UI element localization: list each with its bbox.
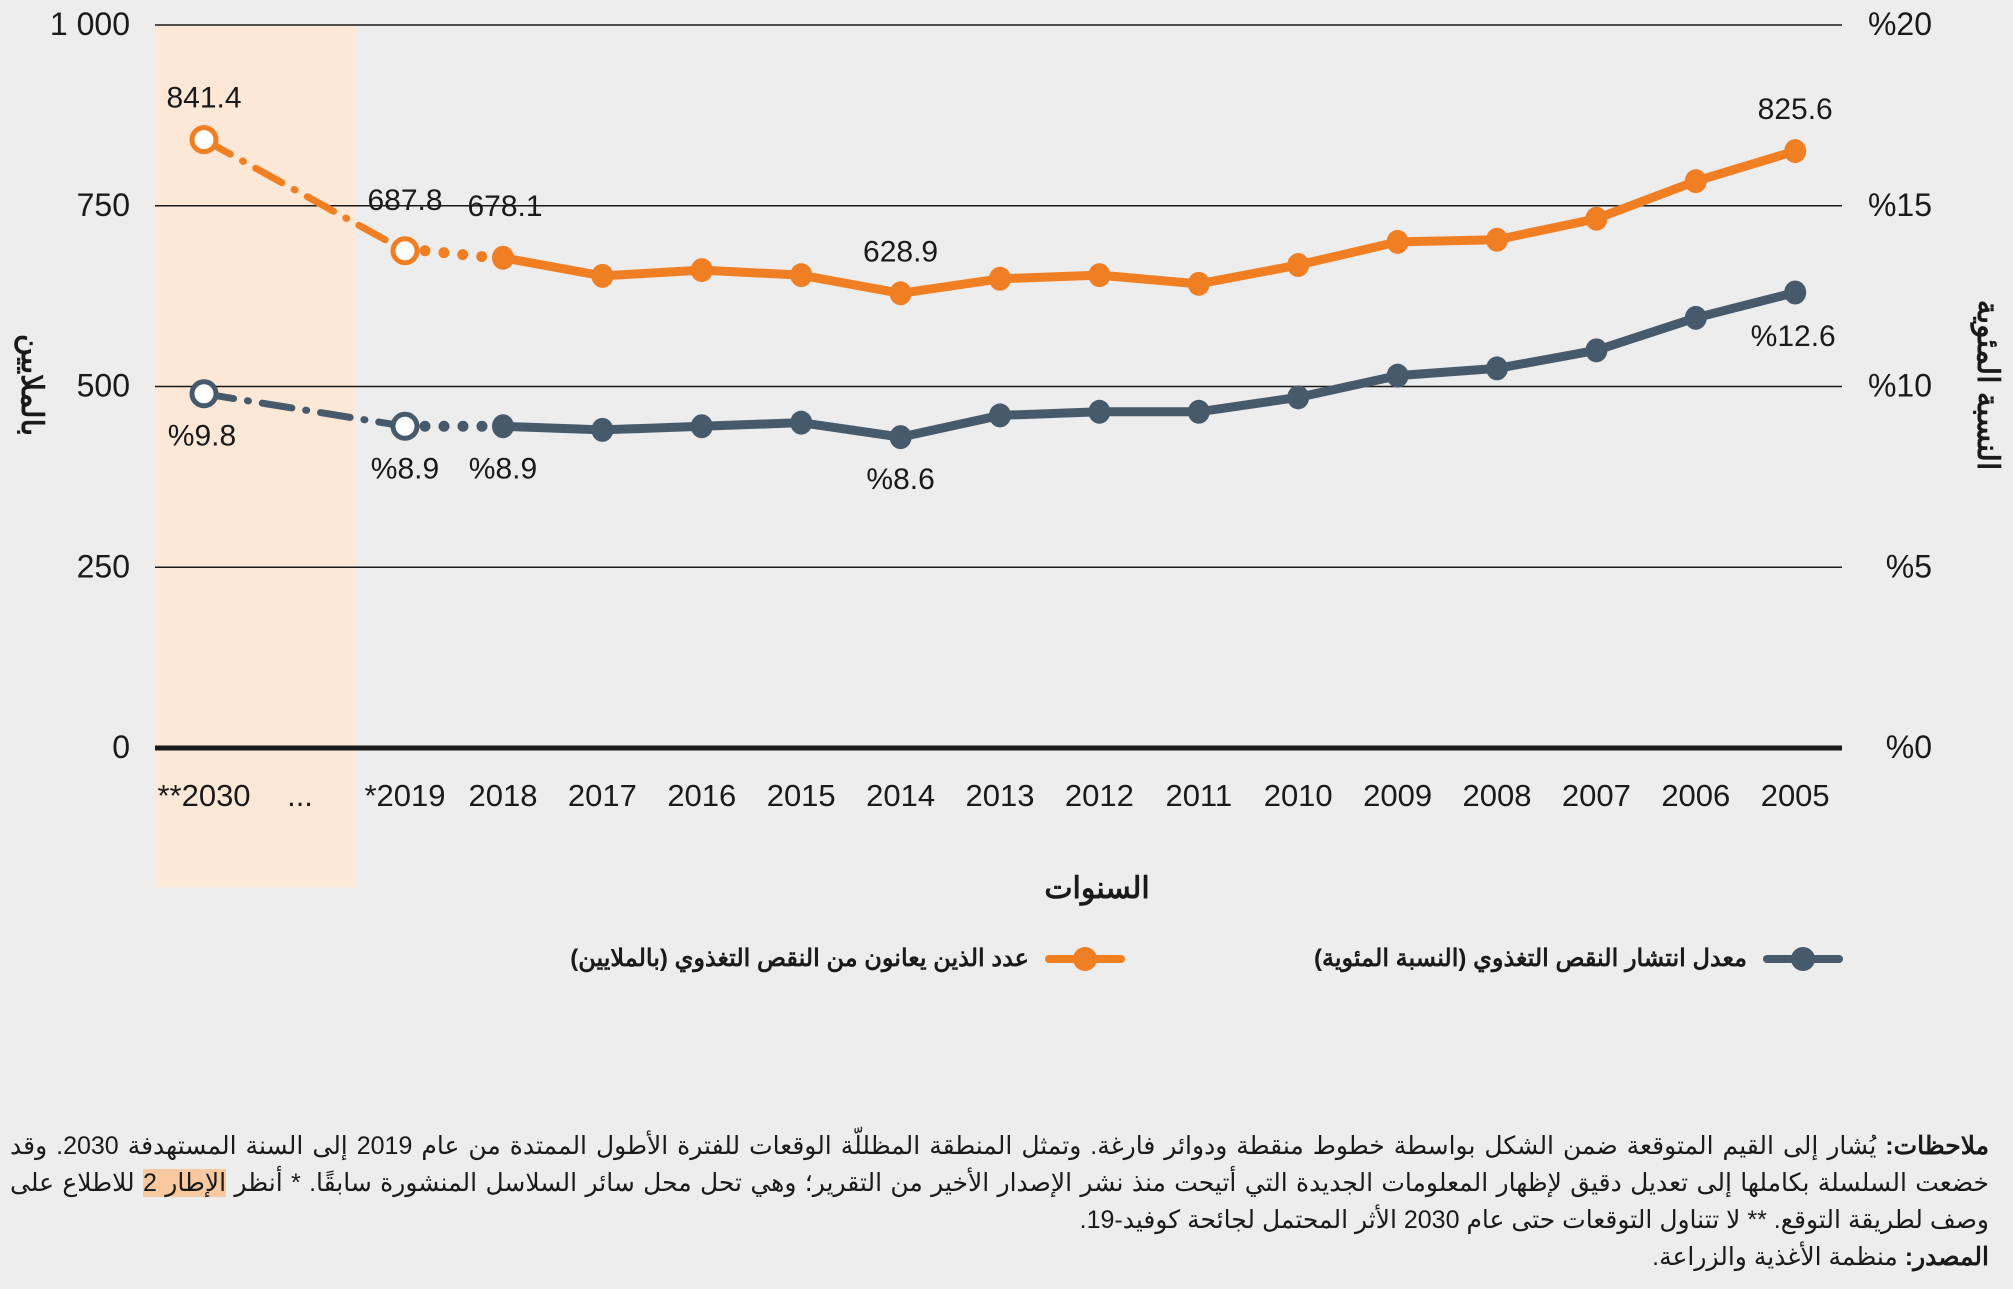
data-point [1088, 399, 1111, 424]
data-point [690, 414, 713, 439]
x-tick-label: 2005 [1761, 778, 1830, 813]
x-tick-label: 2010 [1264, 778, 1333, 813]
y-tick-label-left: 1 000 [50, 6, 130, 42]
data-point [591, 417, 614, 442]
data-point [1088, 263, 1111, 288]
legend-item-prevalence: معدل انتشار النقص التغذوي (النسبة المئوي… [1314, 944, 1843, 973]
data-point-projected [390, 236, 420, 266]
data-point [1187, 399, 1210, 424]
y-tick-label-right: %20 [1868, 6, 1932, 42]
data-point [1386, 229, 1409, 254]
x-axis-title: السنوات [1044, 872, 1149, 906]
data-label: %8.6 [866, 463, 934, 496]
data-point [492, 245, 514, 270]
data-point-projected [189, 379, 219, 409]
projection-shaded-band [155, 25, 355, 887]
notes-text: يُشار إلى القيم المتوقعة ضمن الشكل بواسط… [10, 1132, 1989, 1197]
data-label: 687.8 [367, 184, 442, 217]
data-point [1287, 253, 1310, 278]
data-label: 678.1 [467, 190, 542, 223]
data-point [1585, 206, 1608, 231]
data-point [1684, 169, 1707, 194]
y-axis-right-ticks: %0 %5 %10 %15 %20 [1868, 6, 1932, 765]
y-tick-label-right: %15 [1868, 187, 1932, 223]
series-layer [189, 125, 1807, 450]
x-tick-label: 2012 [1065, 778, 1134, 813]
x-tick-label: 2017 [568, 778, 637, 813]
y-tick-label-right: %0 [1886, 729, 1932, 765]
data-label: 628.9 [863, 235, 938, 268]
source-label: المصدر: [1904, 1243, 1989, 1271]
x-tick-label: 2018 [469, 778, 538, 813]
x-tick-label: **2030 [157, 778, 250, 813]
legend-swatch-slate-line-icon [1763, 945, 1843, 973]
x-tick-label: 2008 [1463, 778, 1532, 813]
data-label: 841.4 [166, 82, 241, 115]
y-axis-left-title: بالملايين [14, 334, 48, 436]
x-tick-label: 2014 [866, 778, 935, 813]
y-axis-left-ticks: 0 250 500 750 1 000 [50, 6, 130, 765]
data-label: %12.6 [1751, 320, 1836, 353]
y-tick-label-left: 750 [77, 187, 130, 223]
legend-label-prevalence: معدل انتشار النقص التغذوي (النسبة المئوي… [1313, 945, 1747, 972]
data-point [989, 266, 1011, 291]
series-line-0 [498, 146, 1800, 298]
data-point [989, 403, 1011, 428]
data-point [690, 258, 713, 283]
x-tick-label: 2009 [1363, 778, 1432, 813]
data-point-projected [189, 125, 219, 155]
x-tick-label: *2019 [364, 778, 445, 813]
y-tick-label-right: %10 [1868, 368, 1932, 404]
x-tick-label: ... [287, 778, 313, 813]
data-point [1287, 385, 1310, 410]
x-tick-label: 2016 [667, 778, 736, 813]
notes-text-end: للاطلاع على وصف لطريقة التوقع. ** لا تتن… [10, 1169, 1989, 1234]
data-point [1684, 305, 1707, 330]
data-point [889, 425, 912, 450]
data-point [790, 410, 813, 435]
x-tick-label: 2013 [966, 778, 1035, 813]
series-line-1 [498, 288, 1800, 442]
y-axis-right-title: النسبة المئوية [1970, 300, 2004, 471]
x-tick-label: 2007 [1562, 778, 1631, 813]
series-dashdot-segment [200, 136, 409, 255]
data-point [1486, 227, 1508, 252]
x-tick-label: 2015 [767, 778, 836, 813]
data-point [790, 263, 813, 288]
y-tick-label-left: 250 [77, 548, 130, 584]
box-2-link[interactable]: الإطار 2 [143, 1169, 227, 1197]
data-point [889, 281, 912, 306]
x-axis-ticks: **2030... *2019 2018 2017 2016 2015 2014 2013 20… [157, 778, 1829, 813]
x-tick-label: 2011 [1165, 778, 1232, 813]
series-dashdot-segment [200, 390, 409, 430]
source-text: منظمة الأغذية والزراعة. [1652, 1243, 1905, 1271]
data-labels: 825.6 628.9 678.1 841.4 687.8 %12.6 %8.6 %8.9 %9… [166, 82, 1835, 496]
data-point [591, 263, 614, 288]
legend-item-number: عدد الذين يعانون من النقص التغذوي (بالمل… [570, 944, 1125, 973]
data-point [1486, 356, 1508, 381]
x-tick-label: 2006 [1661, 778, 1730, 813]
gridlines [155, 24, 1842, 751]
data-label: %8.9 [371, 452, 439, 485]
data-point [1585, 338, 1608, 363]
data-point [1386, 363, 1409, 388]
series-dotted-segment [419, 245, 499, 264]
data-point [1187, 271, 1210, 296]
data-point [1784, 280, 1807, 305]
data-point-projected [390, 411, 420, 441]
y-tick-label-right: %5 [1886, 548, 1932, 584]
data-point [1784, 139, 1807, 164]
data-label: %9.8 [168, 420, 236, 453]
notes-label: ملاحظات: [1885, 1132, 1990, 1160]
y-tick-label-left: 0 [112, 729, 130, 765]
data-point [492, 414, 514, 439]
notes-block: ملاحظات: يُشار إلى القيم المتوقعة ضمن ال… [10, 1128, 1989, 1276]
legend-label-number: عدد الذين يعانون من النقص التغذوي (بالمل… [570, 945, 1029, 972]
y-tick-label-left: 500 [77, 368, 130, 404]
data-label: %8.9 [469, 452, 537, 485]
legend-swatch-orange-line-icon [1045, 945, 1125, 973]
data-label: 825.6 [1758, 93, 1833, 126]
